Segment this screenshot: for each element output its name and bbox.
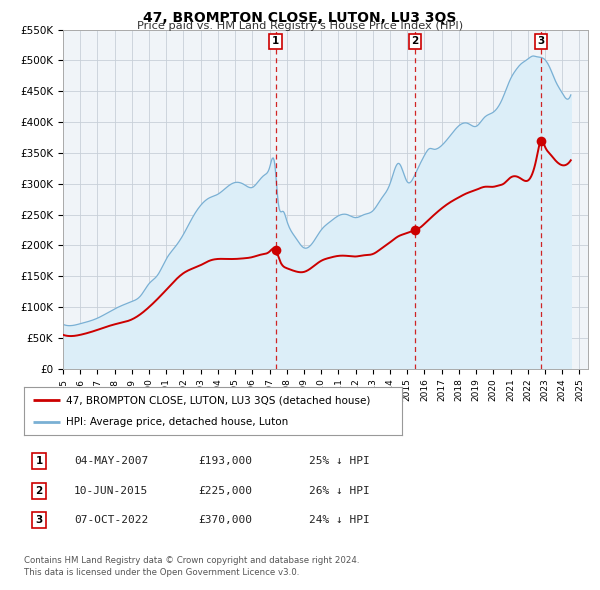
- Text: 1: 1: [35, 457, 43, 466]
- Text: 47, BROMPTON CLOSE, LUTON, LU3 3QS (detached house): 47, BROMPTON CLOSE, LUTON, LU3 3QS (deta…: [65, 395, 370, 405]
- Text: 25% ↓ HPI: 25% ↓ HPI: [308, 457, 370, 466]
- Text: 07-OCT-2022: 07-OCT-2022: [74, 516, 148, 525]
- Text: 2: 2: [411, 37, 418, 47]
- Text: £193,000: £193,000: [198, 457, 252, 466]
- Text: 3: 3: [35, 516, 43, 525]
- Text: 3: 3: [538, 37, 545, 47]
- Text: 47, BROMPTON CLOSE, LUTON, LU3 3QS: 47, BROMPTON CLOSE, LUTON, LU3 3QS: [143, 11, 457, 25]
- Text: 26% ↓ HPI: 26% ↓ HPI: [308, 486, 370, 496]
- Text: 10-JUN-2015: 10-JUN-2015: [74, 486, 148, 496]
- Text: Contains HM Land Registry data © Crown copyright and database right 2024.: Contains HM Land Registry data © Crown c…: [24, 556, 359, 565]
- Text: This data is licensed under the Open Government Licence v3.0.: This data is licensed under the Open Gov…: [24, 568, 299, 576]
- Text: £370,000: £370,000: [198, 516, 252, 525]
- Text: 2: 2: [35, 486, 43, 496]
- Text: Price paid vs. HM Land Registry's House Price Index (HPI): Price paid vs. HM Land Registry's House …: [137, 21, 463, 31]
- Text: 24% ↓ HPI: 24% ↓ HPI: [308, 516, 370, 525]
- Text: 1: 1: [272, 37, 279, 47]
- Text: 04-MAY-2007: 04-MAY-2007: [74, 457, 148, 466]
- Text: £225,000: £225,000: [198, 486, 252, 496]
- Text: HPI: Average price, detached house, Luton: HPI: Average price, detached house, Luto…: [65, 417, 288, 427]
